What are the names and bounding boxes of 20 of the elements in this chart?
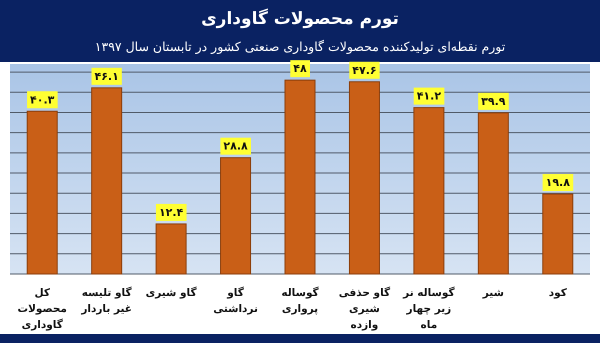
x-tick-label: گاو شیری	[146, 286, 198, 299]
chart-title: تورم محصولات گاوداری	[201, 8, 399, 29]
x-tick-label: گوساله نر زیر چهار ماه	[402, 286, 456, 331]
x-tick-label: شیر	[482, 287, 504, 299]
x-tick-label: گاو حذفی شیری وازده	[338, 286, 392, 331]
x-tick-label: گاو تلیسه غیر باردار	[80, 286, 132, 315]
data-label: ۳۹.۹	[481, 94, 506, 108]
data-label: ۴۶.۱	[94, 70, 119, 83]
x-tick-label: کل محصولات گاوداری	[18, 287, 67, 331]
data-label: ۴۰.۳	[30, 93, 55, 106]
chart-subtitle: تورم نقطه‌ای تولیدکننده محصولات گاوداری صنعتی کشور در تابستان سال ۱۳۹۷	[94, 39, 506, 55]
data-label: ۴۱.۲	[416, 90, 442, 103]
data-label: ۴۷.۶	[352, 64, 377, 77]
x-tick-label: گوساله پرواری	[281, 286, 320, 315]
x-tick-label: کود	[548, 287, 568, 299]
data-label: ۱۲.۴	[158, 206, 184, 219]
data-label: ۱۹.۸	[546, 176, 570, 190]
data-label: ۴۸	[293, 62, 307, 76]
x-tick-label: گاو نرداشتی	[213, 286, 258, 315]
data-label: ۲۸.۸	[223, 140, 248, 153]
